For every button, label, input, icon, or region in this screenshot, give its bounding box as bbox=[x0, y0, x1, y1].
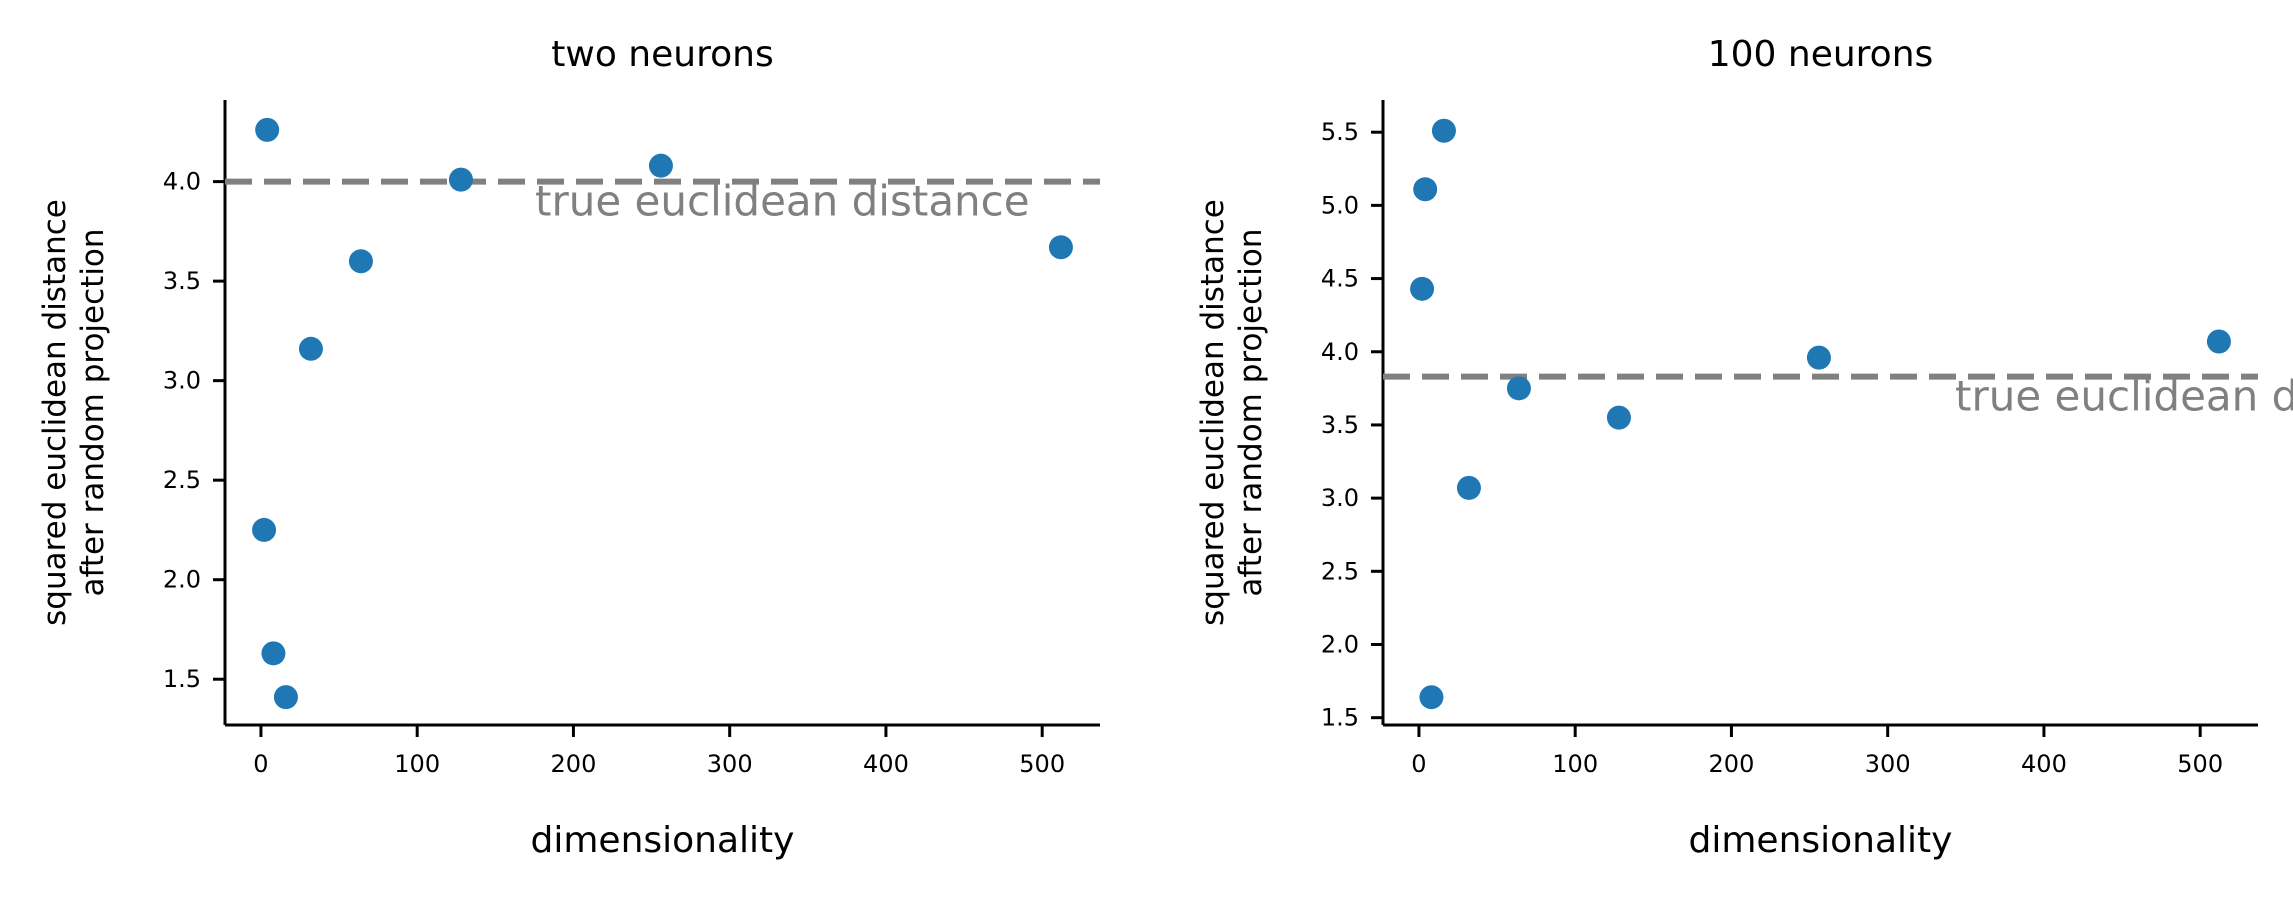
reference-line-label: true euclidean distance bbox=[535, 177, 1030, 226]
data-point bbox=[1606, 405, 1631, 430]
data-point bbox=[1048, 235, 1073, 260]
x-tick-label: 400 bbox=[863, 750, 909, 778]
y-axis-label-line-2: after random projection bbox=[1233, 228, 1269, 596]
y-tick-label: 2.5 bbox=[1321, 557, 1359, 585]
subplot-1: 0 100 200 300 400 500 1.5 2.0 2.5 3.0 3.5 4.0 two ne… bbox=[37, 34, 1100, 861]
y-tick-label: 2.5 bbox=[163, 466, 201, 494]
y-tick-label: 5.0 bbox=[1321, 191, 1359, 219]
y-axis-label-line-1: squared euclidean distance bbox=[37, 199, 73, 626]
x-tick-label: 0 bbox=[1411, 750, 1426, 778]
y-tick-label: 3.5 bbox=[1321, 411, 1359, 439]
data-point bbox=[273, 685, 298, 710]
data-point bbox=[348, 249, 373, 274]
x-tick-label: 0 bbox=[253, 750, 268, 778]
y-tick-label: 4.0 bbox=[163, 168, 201, 196]
y-tick-label: 1.5 bbox=[1321, 704, 1359, 732]
data-point bbox=[1806, 345, 1831, 370]
chart-title: two neurons bbox=[551, 34, 773, 75]
data-point bbox=[1419, 685, 1444, 710]
chart-title: 100 neurons bbox=[1708, 34, 1934, 75]
y-tick-label: 3.0 bbox=[163, 367, 201, 395]
data-point bbox=[1506, 376, 1531, 401]
y-axis-label-line-1: squared euclidean distance bbox=[1195, 199, 1231, 626]
data-point bbox=[2206, 329, 2231, 354]
y-tick-label: 2.0 bbox=[163, 566, 201, 594]
data-point bbox=[648, 153, 673, 178]
data-point bbox=[298, 336, 323, 361]
y-tick-label: 1.5 bbox=[163, 665, 201, 693]
data-point bbox=[255, 117, 280, 142]
subplot-2: 0 100 200 300 400 500 1.5 2.0 2.5 3.0 3.5 4.0 4.5 5.0… bbox=[1195, 34, 2293, 861]
data-point bbox=[252, 517, 277, 542]
x-axis-label: dimensionality bbox=[1689, 820, 1953, 861]
x-tick-label: 200 bbox=[551, 750, 597, 778]
x-tick-label: 500 bbox=[1019, 750, 1065, 778]
y-tick-label: 4.0 bbox=[1321, 338, 1359, 366]
x-tick-label: 400 bbox=[2021, 750, 2067, 778]
reference-line-label: true euclidean distance bbox=[1955, 372, 2293, 421]
x-tick-label: 100 bbox=[394, 750, 440, 778]
data-point bbox=[1413, 177, 1438, 202]
x-tick-label: 300 bbox=[1865, 750, 1911, 778]
data-point bbox=[261, 641, 286, 666]
y-axis-label-line-2: after random projection bbox=[75, 228, 111, 596]
data-point bbox=[1410, 276, 1435, 301]
y-tick-label: 5.5 bbox=[1321, 118, 1359, 146]
x-axis-label: dimensionality bbox=[531, 820, 795, 861]
x-tick-label: 200 bbox=[1709, 750, 1755, 778]
y-tick-label: 3.5 bbox=[163, 267, 201, 295]
y-tick-label: 3.0 bbox=[1321, 484, 1359, 512]
x-tick-label: 300 bbox=[707, 750, 753, 778]
data-point bbox=[448, 167, 473, 192]
y-tick-label: 4.5 bbox=[1321, 265, 1359, 293]
data-point bbox=[1456, 475, 1481, 500]
y-tick-label: 2.0 bbox=[1321, 630, 1359, 658]
x-tick-label: 100 bbox=[1552, 750, 1598, 778]
x-tick-label: 500 bbox=[2177, 750, 2223, 778]
data-point bbox=[1431, 118, 1456, 143]
